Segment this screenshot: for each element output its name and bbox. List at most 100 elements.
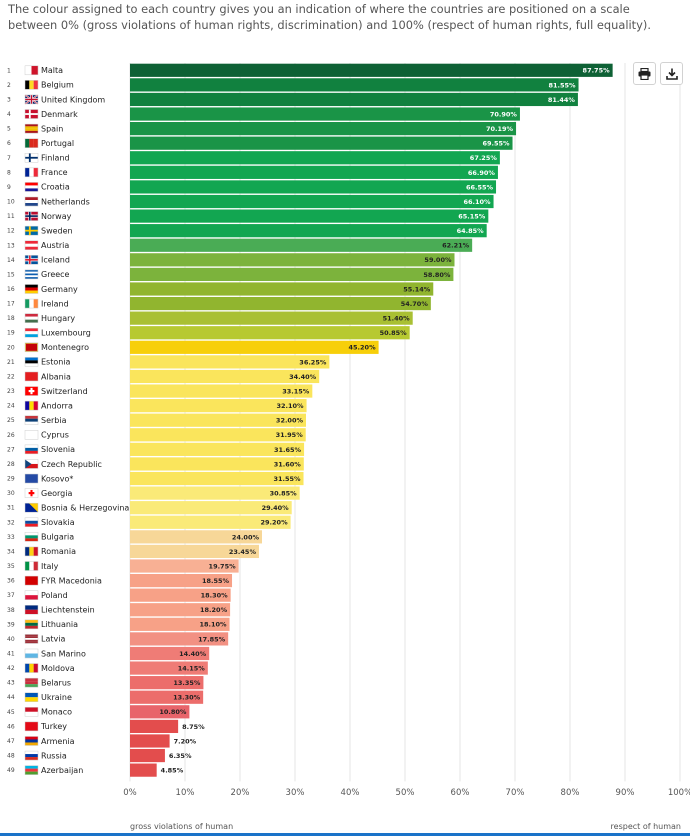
rank-label: 15 bbox=[7, 271, 15, 278]
country-label: Kosovo* bbox=[41, 474, 73, 483]
flag-icon bbox=[24, 648, 39, 659]
country-label: Croatia bbox=[41, 183, 70, 192]
rank-label: 36 bbox=[7, 578, 15, 585]
country-label: Andorra bbox=[41, 401, 73, 410]
rank-label: 7 bbox=[7, 155, 11, 162]
value-label: 66.55% bbox=[466, 183, 494, 191]
bar bbox=[130, 399, 307, 413]
value-label: 59.00% bbox=[424, 256, 452, 264]
rank-label: 44 bbox=[7, 694, 15, 701]
country-label: Moldova bbox=[41, 664, 75, 673]
flag-icon bbox=[24, 532, 39, 542]
x-tick-label: 40% bbox=[341, 788, 360, 798]
flag-icon bbox=[24, 371, 39, 382]
bar bbox=[130, 559, 239, 573]
flag-icon bbox=[24, 430, 39, 440]
value-label: 81.55% bbox=[548, 81, 576, 89]
country-label: Czech Republic bbox=[41, 460, 102, 469]
bar bbox=[130, 457, 304, 471]
rank-label: 49 bbox=[7, 767, 15, 774]
flag-icon bbox=[24, 123, 39, 134]
country-label: Sweden bbox=[41, 226, 73, 235]
bar bbox=[130, 122, 517, 136]
flag-icon bbox=[24, 400, 39, 411]
x-tick-label: 70% bbox=[506, 788, 525, 798]
download-button[interactable] bbox=[660, 62, 683, 85]
country-label: Estonia bbox=[41, 358, 71, 367]
value-label: 67.25% bbox=[470, 154, 498, 162]
value-label: 18.20% bbox=[200, 606, 228, 614]
rank-label: 26 bbox=[7, 432, 15, 439]
rank-label: 4 bbox=[7, 111, 11, 118]
value-label: 66.10% bbox=[463, 198, 491, 206]
value-label: 58.80% bbox=[423, 271, 451, 279]
country-label: Azerbaijan bbox=[41, 766, 83, 775]
bar bbox=[130, 165, 498, 179]
value-label: 17.85% bbox=[198, 635, 226, 643]
print-button[interactable] bbox=[633, 62, 656, 85]
x-tick-label: 90% bbox=[616, 788, 635, 798]
rank-label: 39 bbox=[7, 621, 15, 628]
flag-icon bbox=[24, 182, 39, 192]
rank-label: 6 bbox=[7, 140, 11, 147]
value-label: 66.90% bbox=[468, 169, 496, 177]
value-label: 70.90% bbox=[490, 110, 518, 118]
rank-label: 3 bbox=[7, 96, 11, 103]
bar bbox=[130, 340, 379, 354]
value-label: 13.35% bbox=[173, 679, 201, 687]
bar bbox=[130, 603, 231, 617]
rank-label: 23 bbox=[7, 388, 15, 395]
country-label: Portugal bbox=[41, 139, 74, 148]
download-icon bbox=[665, 68, 678, 80]
rank-label: 20 bbox=[7, 344, 15, 351]
rank-label: 42 bbox=[7, 665, 15, 672]
flag-icon bbox=[24, 590, 39, 600]
bar bbox=[130, 748, 165, 763]
bar bbox=[130, 428, 306, 442]
value-label: 33.15% bbox=[282, 387, 310, 395]
value-label: 6.35% bbox=[169, 752, 192, 760]
value-label: 24.00% bbox=[232, 533, 260, 541]
bar bbox=[130, 705, 190, 719]
rank-label: 32 bbox=[7, 519, 15, 526]
rank-label: 5 bbox=[7, 126, 11, 133]
bar bbox=[130, 676, 204, 690]
country-label: Bulgaria bbox=[41, 533, 74, 542]
bar bbox=[130, 180, 497, 194]
bar bbox=[130, 355, 330, 369]
bar bbox=[130, 617, 230, 631]
country-label: Netherlands bbox=[41, 197, 90, 206]
flag-icon bbox=[24, 415, 39, 425]
country-label: Austria bbox=[41, 241, 69, 250]
bar bbox=[130, 253, 455, 267]
rank-label: 22 bbox=[7, 373, 15, 380]
bar bbox=[130, 63, 613, 77]
country-label: Cyprus bbox=[41, 431, 69, 440]
flag-icon bbox=[24, 386, 39, 396]
value-label: 29.40% bbox=[262, 504, 290, 512]
rank-label: 11 bbox=[7, 213, 15, 220]
bar bbox=[130, 413, 306, 427]
bar bbox=[130, 78, 579, 92]
bar bbox=[130, 311, 413, 325]
value-label: 29.20% bbox=[261, 519, 289, 527]
rank-label: 43 bbox=[7, 680, 15, 687]
value-label: 55.14% bbox=[403, 285, 431, 293]
flag-icon bbox=[24, 444, 39, 455]
flag-icon bbox=[24, 707, 39, 717]
x-axis: 0% 10% 20% 30% 40% 50% 60% 70% 80% 90% 100% bbox=[123, 788, 690, 798]
flag-icon bbox=[24, 736, 39, 746]
flag-icon bbox=[24, 313, 39, 323]
rank-label: 18 bbox=[7, 315, 15, 322]
rank-label: 29 bbox=[7, 476, 15, 483]
value-label: 19.75% bbox=[209, 562, 237, 570]
rank-label: 35 bbox=[7, 563, 15, 570]
value-label: 64.85% bbox=[457, 227, 485, 235]
bar bbox=[130, 544, 259, 559]
value-label: 36.25% bbox=[299, 358, 327, 366]
bar bbox=[130, 646, 210, 661]
country-label: Denmark bbox=[41, 110, 78, 119]
bar bbox=[130, 763, 157, 777]
country-label: Ukraine bbox=[41, 693, 72, 702]
country-label: Belgium bbox=[41, 81, 74, 90]
